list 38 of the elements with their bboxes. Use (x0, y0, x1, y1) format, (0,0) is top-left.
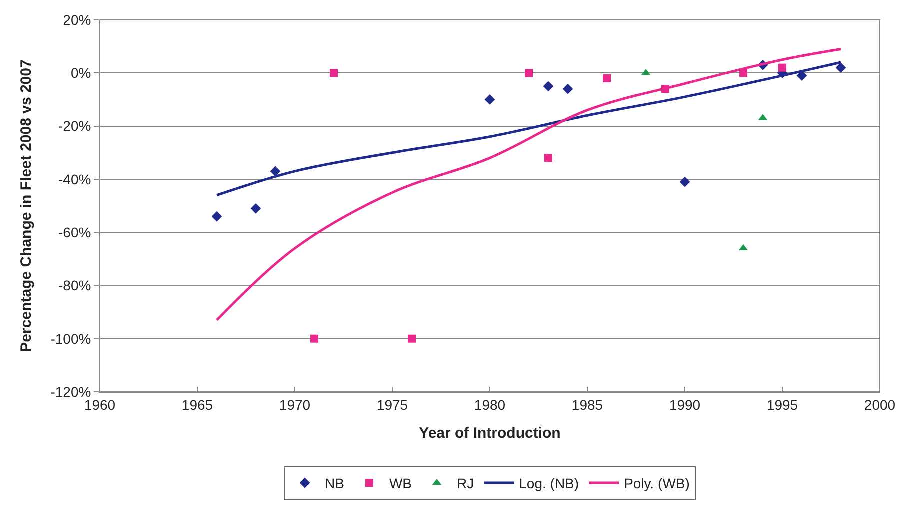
point (836, 62, 846, 74)
point (680, 176, 690, 188)
legend-label: RJ (457, 475, 474, 492)
x-tick-label: 1965 (182, 396, 214, 413)
y-tick-label: 0% (70, 65, 92, 82)
point (543, 81, 554, 92)
point (408, 334, 416, 343)
point (270, 166, 281, 177)
point (330, 69, 338, 78)
x-tick-label: 1990 (669, 396, 701, 413)
x-tick-label: 1980 (474, 396, 506, 413)
x-tick-label: 1985 (572, 396, 604, 413)
legend-label: Log. (NB) (519, 475, 580, 492)
y-axis-title: Percentage Change in Fleet 2008 vs 2007 (18, 60, 35, 352)
point (250, 203, 262, 214)
y-tick-label: -40% (58, 171, 92, 188)
point (544, 154, 552, 162)
legend-label: NB (325, 475, 344, 492)
y-tick-label: -60% (58, 224, 92, 240)
y-tick-label: -20% (58, 118, 92, 134)
x-axis-title: Year of Introduction (419, 424, 561, 442)
point (525, 69, 533, 78)
y-tick-label: 20% (63, 12, 92, 28)
point (310, 334, 318, 343)
point (562, 84, 574, 94)
x-tick-label: 2000 (864, 396, 896, 413)
point (778, 64, 786, 72)
point (484, 94, 496, 105)
x-tick-label: 1975 (376, 396, 408, 413)
legend-label: WB (389, 475, 412, 492)
y-tick-label: -80% (58, 278, 92, 294)
point (603, 74, 611, 82)
y-tick-label: -100% (50, 330, 92, 347)
line-series (216, 48, 842, 322)
legend-label: Poly. (WB) (624, 475, 690, 492)
x-tick-label: 1995 (766, 396, 798, 413)
point (212, 211, 222, 222)
x-tick-label: 1970 (279, 396, 311, 413)
